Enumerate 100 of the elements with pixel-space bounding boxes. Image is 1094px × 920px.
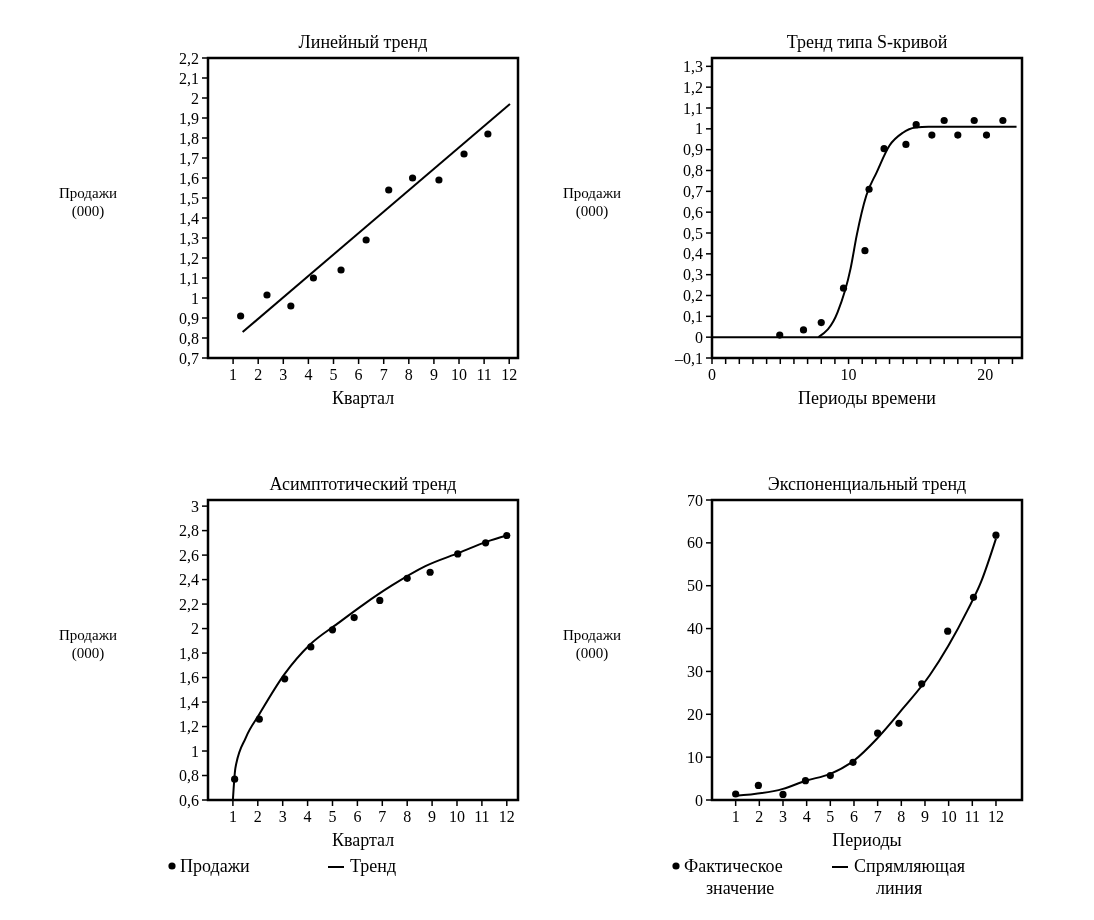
- x-tick-label: 9: [429, 366, 438, 383]
- x-tick-label: 11: [476, 366, 492, 383]
- legend-label: Фактическое значение: [684, 856, 783, 898]
- point: [940, 116, 948, 125]
- y-tick-label: 20: [687, 705, 703, 723]
- y-tick-label: 10: [687, 748, 703, 766]
- point: [408, 174, 417, 182]
- y-tick-label: 50: [687, 577, 703, 595]
- y-axis-title: Продажи (000): [562, 185, 622, 220]
- point: [779, 790, 787, 799]
- x-tick-label: 3: [279, 366, 288, 383]
- y-tick-label: 0,8: [179, 329, 199, 347]
- y-tick-label: 2,1: [179, 69, 199, 87]
- x-tick-label: 8: [897, 808, 906, 825]
- point: [776, 331, 784, 339]
- y-tick-label: 2,6: [179, 546, 199, 564]
- y-axis-title: Продажи (000): [58, 185, 118, 220]
- y-tick-label: 1,1: [683, 99, 703, 117]
- x-tick-label: 11: [964, 808, 981, 825]
- x-tick-label: 7: [873, 808, 882, 825]
- y-tick-label: 0,2: [683, 287, 703, 305]
- y-tick-label: 0,8: [683, 162, 703, 180]
- y-tick-label: 2: [191, 620, 199, 638]
- y-tick-label: 30: [687, 663, 703, 681]
- y-tick-label: 2,2: [179, 595, 199, 613]
- point: [309, 274, 318, 282]
- point: [954, 131, 962, 139]
- y-tick-label: 0,7: [179, 349, 199, 367]
- chart-title: Экспоненциальный тренд: [767, 474, 967, 494]
- x-axis-title: Квартал: [331, 830, 395, 850]
- y-tick-label: 0,4: [683, 245, 703, 263]
- x-tick-label: 2: [253, 808, 262, 825]
- y-tick-label: 1,2: [179, 718, 199, 736]
- x-tick-label: 10: [940, 808, 957, 825]
- y-tick-label: 1,3: [179, 229, 199, 247]
- point: [263, 291, 271, 299]
- y-tick-label: 1,2: [683, 78, 703, 96]
- x-tick-label: 10: [449, 808, 465, 825]
- y-tick-label: 1,1: [179, 269, 199, 287]
- x-tick-label: 4: [304, 366, 313, 383]
- x-tick-label: 9: [920, 808, 929, 825]
- point: [426, 568, 434, 576]
- y-tick-label: 0,5: [683, 224, 703, 242]
- x-tick-label: 20: [977, 366, 994, 383]
- point: [350, 613, 358, 622]
- y-tick-label: 1,8: [179, 644, 199, 662]
- y-tick-label: 1: [191, 289, 199, 307]
- x-tick-label: 12: [498, 808, 515, 825]
- x-tick-label: 1: [228, 808, 237, 825]
- x-tick-label: 12: [987, 808, 1004, 825]
- y-tick-label: 70: [687, 491, 703, 509]
- x-tick-label: 6: [849, 808, 858, 825]
- y-tick-label: 1,6: [179, 669, 199, 687]
- point: [928, 131, 936, 139]
- point: [435, 176, 443, 184]
- y-tick-label: –0,1: [674, 349, 703, 367]
- point: [754, 781, 762, 790]
- y-tick-label: 1,9: [179, 109, 199, 127]
- x-tick-label: 2: [254, 366, 263, 383]
- x-tick-label: 7: [379, 366, 388, 383]
- point: [970, 116, 978, 125]
- y-tick-label: 1: [191, 742, 199, 760]
- x-tick-label: 8: [403, 808, 412, 825]
- x-tick-label: 5: [826, 808, 835, 825]
- x-tick-label: 1: [229, 366, 238, 383]
- y-tick-label: 2,2: [179, 49, 199, 67]
- x-tick-label: 11: [474, 808, 490, 825]
- legend-label: Тренд: [350, 856, 397, 876]
- y-axis-title: Продажи (000): [58, 627, 118, 662]
- point: [902, 140, 910, 149]
- point: [237, 312, 245, 320]
- y-tick-label: 1,3: [683, 57, 703, 75]
- x-axis-title: Периоды времени: [798, 388, 937, 408]
- x-tick-label: 4: [303, 808, 312, 825]
- x-tick-label: 5: [329, 366, 338, 383]
- y-tick-label: 1,4: [179, 209, 199, 227]
- point: [817, 318, 825, 327]
- y-tick-label: 0: [695, 328, 703, 346]
- y-tick-label: 0,7: [683, 182, 703, 200]
- point: [861, 247, 869, 255]
- point: [895, 719, 903, 727]
- y-tick-label: 1,5: [179, 189, 199, 207]
- y-tick-label: 40: [687, 620, 703, 638]
- y-tick-label: 60: [687, 534, 703, 552]
- y-tick-label: 0,6: [683, 203, 703, 221]
- y-tick-label: 0,8: [179, 767, 199, 785]
- y-tick-label: 1,2: [179, 249, 199, 267]
- x-axis-title: Квартал: [331, 388, 395, 408]
- point: [460, 150, 468, 158]
- x-tick-label: 2: [755, 808, 764, 825]
- y-tick-label: 0,9: [179, 309, 199, 327]
- y-tick-label: 2: [191, 89, 199, 107]
- y-axis-title: Продажи (000): [562, 627, 622, 662]
- x-tick-label: 0: [708, 366, 716, 383]
- y-tick-label: 1,4: [179, 693, 199, 711]
- x-axis-title: Периоды: [832, 830, 902, 850]
- x-tick-label: 4: [802, 808, 811, 825]
- point: [287, 302, 295, 310]
- x-tick-label: 3: [278, 808, 287, 825]
- x-tick-label: 10: [451, 366, 468, 383]
